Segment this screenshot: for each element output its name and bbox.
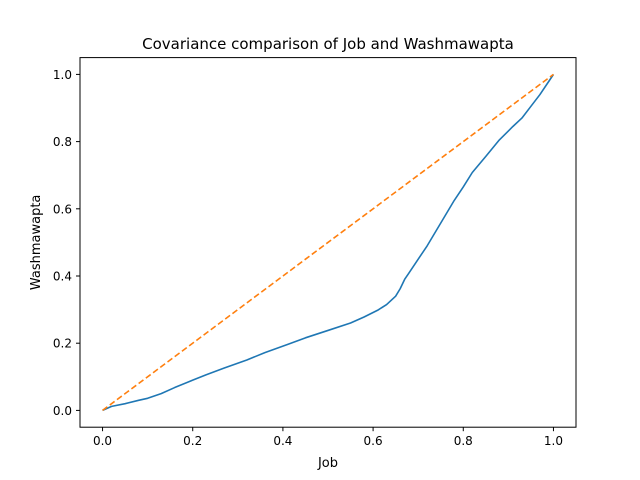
y-tick-label: 1.0 [53,68,72,82]
y-tick-label: 0.2 [53,337,72,351]
reference-diagonal-line [102,73,554,412]
x-tick-label: 0.2 [183,434,202,448]
series-line-1 [102,73,555,412]
x-tick-label: 0.4 [273,434,292,448]
y-tick-label: 0.6 [53,202,72,216]
chart-title: Covariance comparison of Job and Washmaw… [142,35,514,53]
y-tick-label: 0.4 [53,270,72,284]
axes-frame [79,57,577,428]
x-tick-label: 1.0 [544,434,563,448]
x-axis-label: Job [317,456,338,471]
x-tick-label: 0.6 [364,434,383,448]
plot-area [102,73,555,412]
y-tick-label: 0.8 [53,135,72,149]
y-tick-label: 0.0 [53,404,72,418]
y-axis-label: Washmawapta [29,195,44,291]
x-tick-label: 0.8 [454,434,473,448]
axis-ticks: 0.0 0.2 0.4 0.6 0.8 1.0 0.0 0.2 0.4 0.6 0.8 1.0 [53,68,563,448]
x-tick-label: 0.0 [93,434,112,448]
